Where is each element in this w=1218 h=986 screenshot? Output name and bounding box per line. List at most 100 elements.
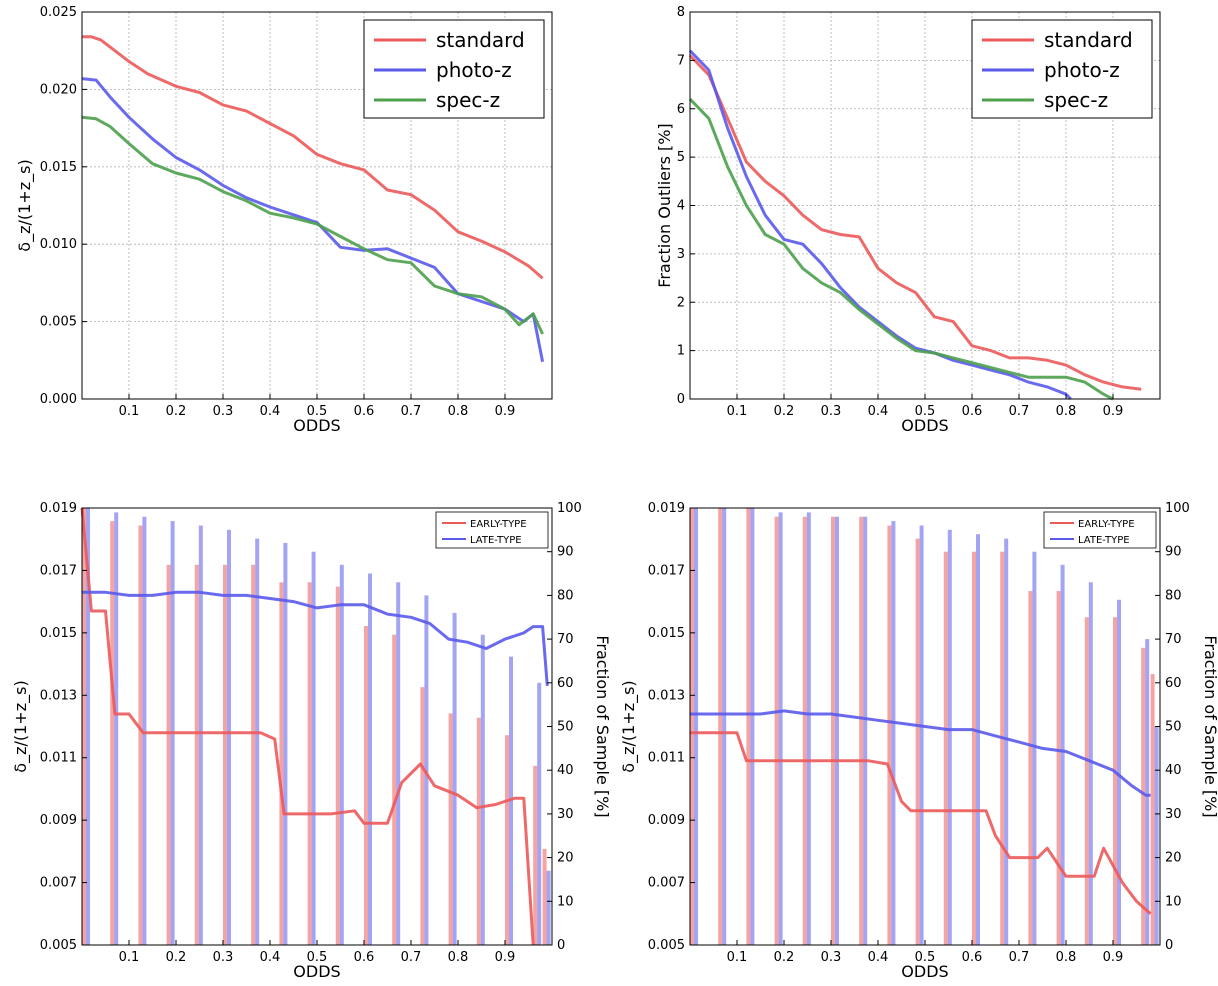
y-tick-label: 0.015 xyxy=(648,626,685,641)
bar-late-type xyxy=(86,508,90,945)
y-right-tick-label: 90 xyxy=(557,545,574,560)
legend-box xyxy=(435,511,549,549)
x-tick-label: 0.8 xyxy=(1056,404,1077,419)
legend-label-late-type: LATE-TYPE xyxy=(1078,535,1130,546)
bar-early-type xyxy=(223,564,227,945)
y-axis-label: δ_z/(1+z_s) xyxy=(619,680,639,772)
y-right-tick-label: 70 xyxy=(1165,632,1182,647)
legend-label-photo-z: photo-z xyxy=(436,58,512,82)
series-line-early-type xyxy=(690,731,1152,915)
x-tick-label: 0.8 xyxy=(448,404,469,419)
bar-early-type xyxy=(138,525,143,945)
bar-early-type xyxy=(1084,617,1089,945)
series-line-spec-z xyxy=(688,98,1114,401)
y-right-tick-label: 20 xyxy=(1165,851,1182,866)
x-tick-label: 0.3 xyxy=(821,950,842,965)
x-tick-label: 0.2 xyxy=(166,950,187,965)
bar-late-type xyxy=(835,516,839,945)
x-tick-label: 0.6 xyxy=(962,404,983,419)
y-tick-label: 0.011 xyxy=(648,751,685,766)
bar-early-type xyxy=(1141,647,1146,945)
y-axis-label: δ_z/(1+z_s) xyxy=(15,159,35,251)
bar-late-type xyxy=(1145,639,1150,945)
x-tick-label: 0.7 xyxy=(401,950,422,965)
bar-early-type xyxy=(505,735,509,945)
x-tick-label: 0.2 xyxy=(166,404,187,419)
bar-early-type xyxy=(915,538,920,945)
bar-early-type xyxy=(476,717,481,945)
y-tick-label: 0.005 xyxy=(648,938,685,953)
legend-label-early-type: EARLY-TYPE xyxy=(470,519,527,530)
bar-late-type xyxy=(947,529,952,945)
bar-early-type xyxy=(802,516,807,945)
legend-label-standard: standard xyxy=(1044,28,1133,52)
x-tick-label: 0.8 xyxy=(1056,950,1077,965)
bar-late-type xyxy=(114,512,119,945)
bar-early-type xyxy=(110,521,115,945)
y-right-tick-label: 10 xyxy=(1165,894,1182,909)
series-line-photo-z xyxy=(688,49,1072,401)
bar-early-type xyxy=(82,508,86,945)
series-line-spec-z xyxy=(81,115,544,335)
bar-late-type xyxy=(1032,551,1037,945)
bar-early-type xyxy=(718,508,723,945)
y-tick-label: 0.013 xyxy=(648,688,685,703)
y-axis-label: Fraction Outliers [%] xyxy=(655,123,674,287)
y-tick-label: 0.017 xyxy=(648,563,685,578)
legend-label-late-type: LATE-TYPE xyxy=(470,535,522,546)
bar-late-type xyxy=(255,538,260,945)
bar-early-type xyxy=(774,516,779,945)
bar-late-type xyxy=(1117,599,1121,945)
bar-early-type xyxy=(831,516,835,945)
x-tick-label: 0.9 xyxy=(1103,404,1124,419)
legend-label-spec-z: spec-z xyxy=(436,88,500,112)
bar-late-type xyxy=(480,634,485,945)
bar-late-type xyxy=(863,516,868,945)
bar-early-type xyxy=(335,586,340,945)
panel-top-left-scatter: 0.1 0.2 0.3 0.4 0.5 0.6 0.7 0.8 0.9 0.000 0.005 0.0… xyxy=(15,5,553,435)
bar-early-type xyxy=(166,564,171,945)
x-tick-label: 0.1 xyxy=(119,950,140,965)
x-tick-label: 0.3 xyxy=(213,404,234,419)
y-tick-label: 0.005 xyxy=(40,938,77,953)
y-tick-label: 0.010 xyxy=(40,237,77,252)
bar-early-type xyxy=(943,551,948,945)
bar-late-type xyxy=(1060,564,1065,945)
y-right-tick-label: 40 xyxy=(1165,763,1182,778)
x-tick-label: 0.6 xyxy=(354,950,375,965)
bar-late-type xyxy=(1088,582,1093,945)
y-tick-label: 0.000 xyxy=(40,392,77,407)
y-right-tick-label: 0 xyxy=(1165,938,1173,953)
y-right-tick-label: 100 xyxy=(1165,501,1190,516)
x-tick-label: 0.7 xyxy=(1009,950,1030,965)
y-tick-label: 0.005 xyxy=(40,315,77,330)
y-right-tick-label: 70 xyxy=(557,632,574,647)
y-right-tick-label: 20 xyxy=(557,851,574,866)
bar-late-type xyxy=(537,682,542,945)
x-axis-label: ODDS xyxy=(293,416,340,435)
bar-early-type xyxy=(690,508,694,945)
bar-late-type-last xyxy=(1154,726,1159,945)
bar-late-type xyxy=(339,564,344,945)
bar-late-type xyxy=(694,508,698,945)
y-right-tick-label: 60 xyxy=(1165,676,1182,691)
x-tick-label: 0.6 xyxy=(962,950,983,965)
x-tick-label: 0.3 xyxy=(213,950,234,965)
x-tick-label: 0.4 xyxy=(260,950,281,965)
bar-late-type xyxy=(283,542,288,945)
y-right-axis-label: Fraction of Sample [%] xyxy=(593,635,612,817)
y-tick-label: 0.015 xyxy=(40,160,77,175)
y-tick-label: 0.009 xyxy=(40,813,77,828)
series-line-early-type xyxy=(80,507,535,946)
panel-bottom-left-bars: 0.1 0.2 0.3 0.4 0.5 0.6 0.7 0.8 0.9 0.005 0.007 0.0… xyxy=(11,501,612,981)
y-right-tick-label: 80 xyxy=(1165,588,1182,603)
bar-early-type xyxy=(251,564,256,945)
y-axis-label: δ_z/(1+z_s) xyxy=(11,680,31,772)
legend-label-spec-z: spec-z xyxy=(1044,88,1108,112)
y-right-axis-label: Fraction of Sample [%] xyxy=(1201,635,1218,817)
y-right-tick-label: 0 xyxy=(557,938,565,953)
series-line-late-type xyxy=(82,590,549,687)
y-tick-label: 0.015 xyxy=(40,626,77,641)
y-tick-label: 1 xyxy=(677,344,685,359)
bar-early-type xyxy=(1056,591,1061,945)
